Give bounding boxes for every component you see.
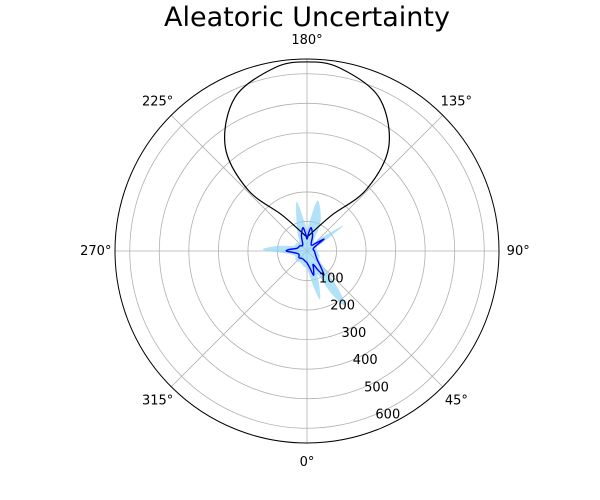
angle-tick-label: 135° <box>441 95 472 110</box>
angle-tick-label: 270° <box>80 244 111 259</box>
angular-gridline <box>306 250 444 388</box>
angle-tick-label: 45° <box>445 393 468 408</box>
radial-tick-label: 500 <box>364 380 389 395</box>
polar-grid <box>114 58 500 444</box>
outline-curve <box>224 61 390 237</box>
chart-title: Aleatoric Uncertainty <box>164 2 450 33</box>
polar-frame <box>114 58 500 444</box>
angular-gridline <box>170 114 308 252</box>
radial-tick-label: 300 <box>341 326 366 341</box>
data-layer <box>224 61 390 306</box>
radial-tick-label: 400 <box>353 353 378 368</box>
uncertainty-band <box>262 200 346 306</box>
radial-tick-label: 100 <box>319 271 344 286</box>
angle-tick-label: 315° <box>142 393 173 408</box>
radial-tick-label: 600 <box>375 408 400 423</box>
angle-tick-label: 180° <box>291 33 322 48</box>
angle-tick-label: 0° <box>300 455 315 470</box>
angular-gridline <box>170 250 308 388</box>
angle-tick-label: 225° <box>142 95 173 110</box>
angle-tick-label: 90° <box>507 244 530 259</box>
tick-labels: 0° 45° 90° 135° 180° 225° 270° 315° 100 200 300 400… <box>80 33 530 470</box>
angular-gridline <box>306 114 444 252</box>
radial-tick-label: 200 <box>330 299 355 314</box>
mean-curve <box>285 227 325 276</box>
